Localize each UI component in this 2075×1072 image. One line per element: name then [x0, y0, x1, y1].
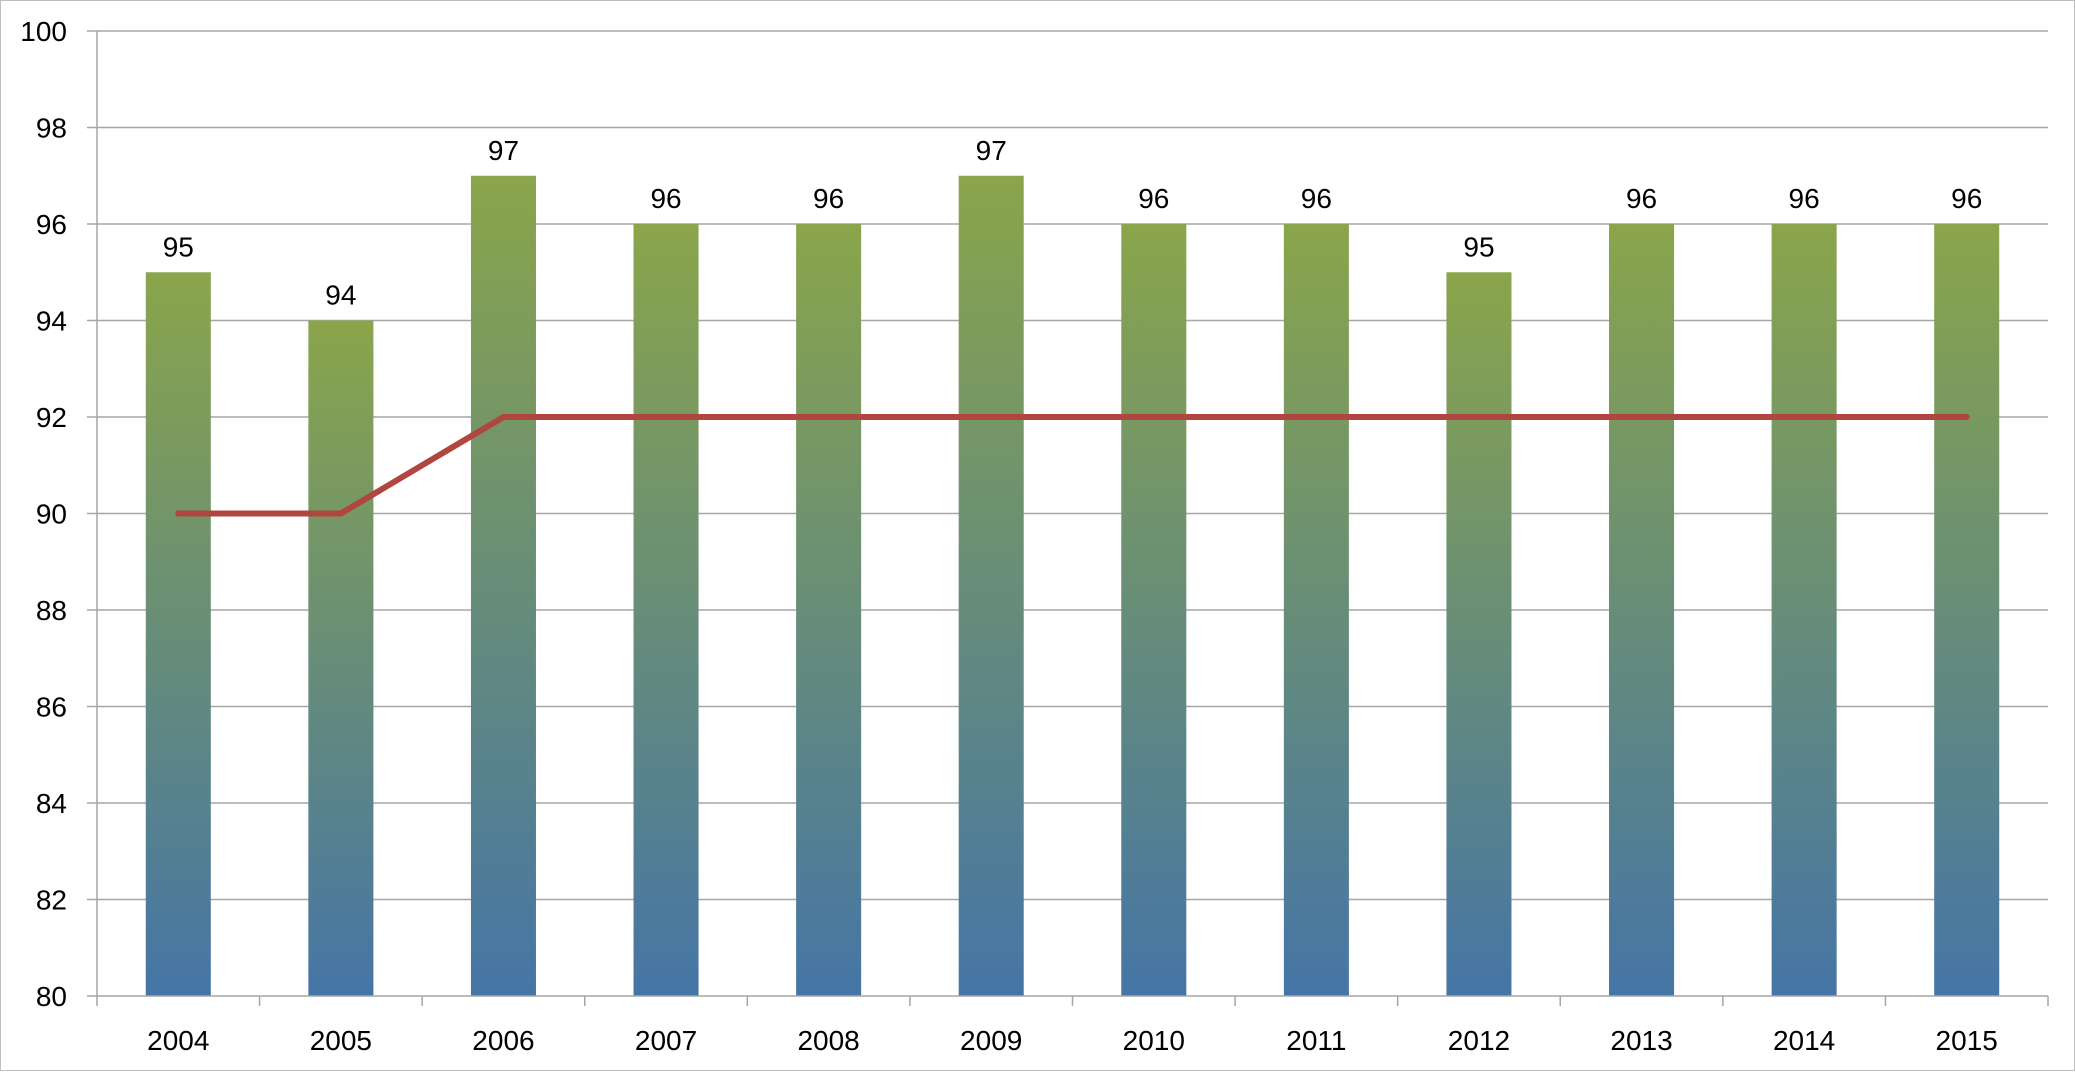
x-tick-label: 2007 [635, 1025, 697, 1056]
bar-data-label: 94 [325, 280, 356, 311]
bar [145, 272, 211, 996]
bar [1609, 224, 1675, 996]
x-tick-label: 2008 [797, 1025, 859, 1056]
y-tick-label: 92 [36, 402, 67, 433]
line-series-path [175, 414, 1970, 517]
bar [308, 320, 374, 996]
bar-data-label: 97 [976, 135, 1007, 166]
line-point [663, 414, 670, 420]
x-tick-label: 2014 [1773, 1025, 1835, 1056]
x-tick-label: 2006 [472, 1025, 534, 1056]
bar-data-label: 97 [488, 135, 519, 166]
y-tick-label: 90 [36, 499, 67, 530]
x-tick-label: 2015 [1936, 1025, 1998, 1056]
bar [958, 175, 1024, 996]
bar [796, 224, 862, 996]
bar-data-label: 96 [1301, 183, 1332, 214]
bar-data-label: 96 [650, 183, 681, 214]
x-tick-label: 2005 [310, 1025, 372, 1056]
bar-data-label: 96 [1626, 183, 1657, 214]
x-tick-label: 2010 [1123, 1025, 1185, 1056]
line-point [988, 414, 995, 420]
bar [1934, 224, 2000, 996]
line-point [1313, 414, 1320, 420]
bar [470, 175, 536, 996]
gridlines [97, 30, 2048, 901]
x-tick-label: 2009 [960, 1025, 1022, 1056]
axes [87, 30, 2049, 1006]
y-tick-label: 86 [36, 692, 67, 723]
bar [1771, 224, 1837, 996]
bar-data-label: 96 [813, 183, 844, 214]
y-tick-label: 84 [36, 788, 67, 819]
line-point [1963, 414, 1970, 420]
line-point [175, 510, 182, 517]
line-point [1150, 414, 1157, 420]
line-point [825, 414, 832, 420]
line-point [337, 510, 344, 517]
line-point [1638, 414, 1645, 420]
x-tick-label: 2012 [1448, 1025, 1510, 1056]
y-tick-label: 88 [36, 595, 67, 626]
y-tick-label: 98 [36, 113, 67, 144]
y-tick-label: 96 [36, 209, 67, 240]
y-tick-label: 100 [20, 16, 67, 47]
bar-data-label: 96 [1138, 183, 1169, 214]
bar-data-label: 95 [163, 231, 194, 262]
bar [1121, 224, 1187, 996]
bar-data-label: 96 [1789, 183, 1820, 214]
y-tick-label: 80 [36, 981, 67, 1012]
bar-data-label: 95 [1463, 231, 1494, 262]
line-point [1801, 414, 1808, 420]
y-tick-label: 94 [36, 306, 67, 337]
bar [1283, 224, 1349, 996]
line-series [175, 414, 1970, 517]
bar-series [145, 175, 2000, 996]
x-tick-label: 2013 [1610, 1025, 1672, 1056]
line-point [500, 414, 507, 420]
bar [633, 224, 699, 996]
x-tick-label: 2011 [1286, 1025, 1346, 1056]
bar-data-label: 96 [1951, 183, 1982, 214]
y-tick-label: 82 [36, 885, 67, 916]
labels: 80 82 84 86 88 90 92 94 96 98 100 2004 2005 2006 2007 2… [20, 16, 1998, 1056]
x-tick-label: 2004 [147, 1025, 209, 1056]
bar [1446, 272, 1512, 996]
line-point [1475, 414, 1482, 420]
